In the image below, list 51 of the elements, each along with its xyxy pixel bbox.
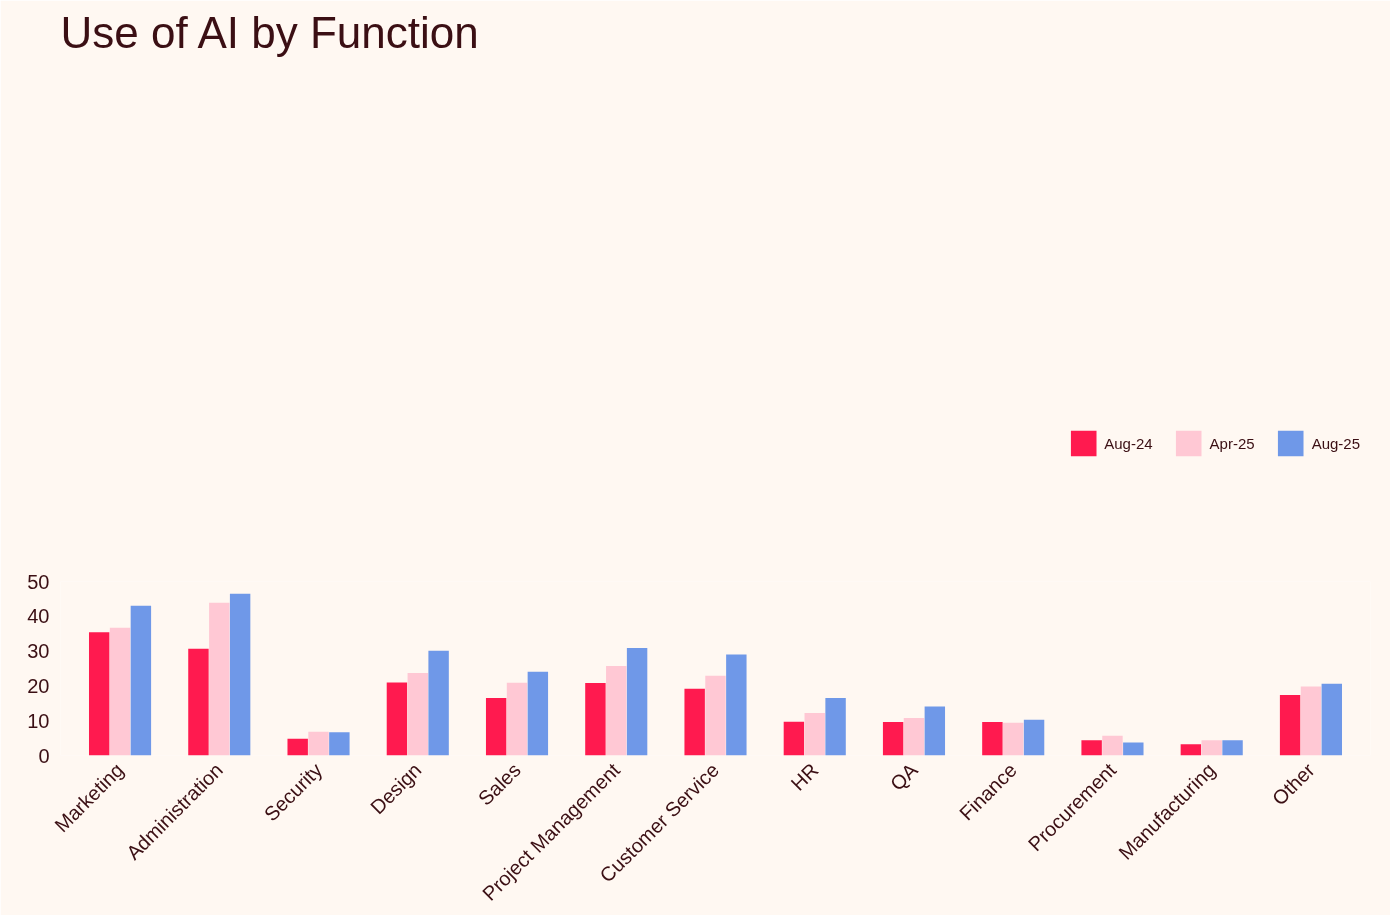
x-tick-label: HR (786, 758, 823, 795)
y-tick-label: 10 (27, 709, 50, 732)
bar (229, 593, 251, 756)
legend-label: Aug-25 (1311, 434, 1360, 452)
bar (1279, 694, 1301, 756)
bar (506, 682, 528, 756)
x-tick-label: QA (885, 758, 923, 795)
bar (606, 666, 627, 756)
bar (882, 722, 904, 756)
bar (109, 627, 131, 756)
bar (783, 721, 805, 756)
bar (88, 632, 110, 756)
bar (308, 731, 329, 756)
bar (1023, 719, 1045, 756)
bar (804, 713, 825, 756)
chart-title: Use of AI by Function (60, 7, 479, 57)
bar (130, 605, 152, 756)
bar (1003, 722, 1024, 756)
bar (485, 698, 507, 756)
bar (726, 654, 747, 756)
bar (386, 682, 408, 756)
bar (684, 688, 705, 756)
y-tick-label: 0 (38, 744, 50, 767)
y-tick-label: 30 (27, 640, 50, 663)
bar (982, 722, 1003, 756)
bar (527, 671, 549, 756)
bar (626, 647, 648, 756)
bar (329, 732, 350, 756)
bar (1300, 686, 1322, 756)
legend-label: Apr-25 (1209, 434, 1255, 452)
bar (924, 706, 946, 756)
y-tick-label: 50 (27, 570, 50, 593)
bar (209, 602, 230, 756)
bar (188, 648, 209, 756)
bar (903, 717, 925, 756)
bar (407, 673, 428, 756)
bar (1201, 740, 1222, 756)
bar (287, 738, 308, 756)
bar (1321, 683, 1343, 756)
bar (585, 683, 606, 756)
bar (1180, 744, 1202, 756)
bar (1102, 735, 1123, 756)
legend-label: Aug-24 (1104, 434, 1153, 452)
bar (825, 698, 846, 756)
bar (705, 675, 726, 756)
bar (1123, 742, 1144, 756)
y-tick-label: 40 (27, 605, 50, 628)
bar (1222, 740, 1243, 756)
y-tick-label: 20 (27, 674, 50, 697)
bar (428, 650, 449, 756)
bar (1081, 740, 1102, 756)
